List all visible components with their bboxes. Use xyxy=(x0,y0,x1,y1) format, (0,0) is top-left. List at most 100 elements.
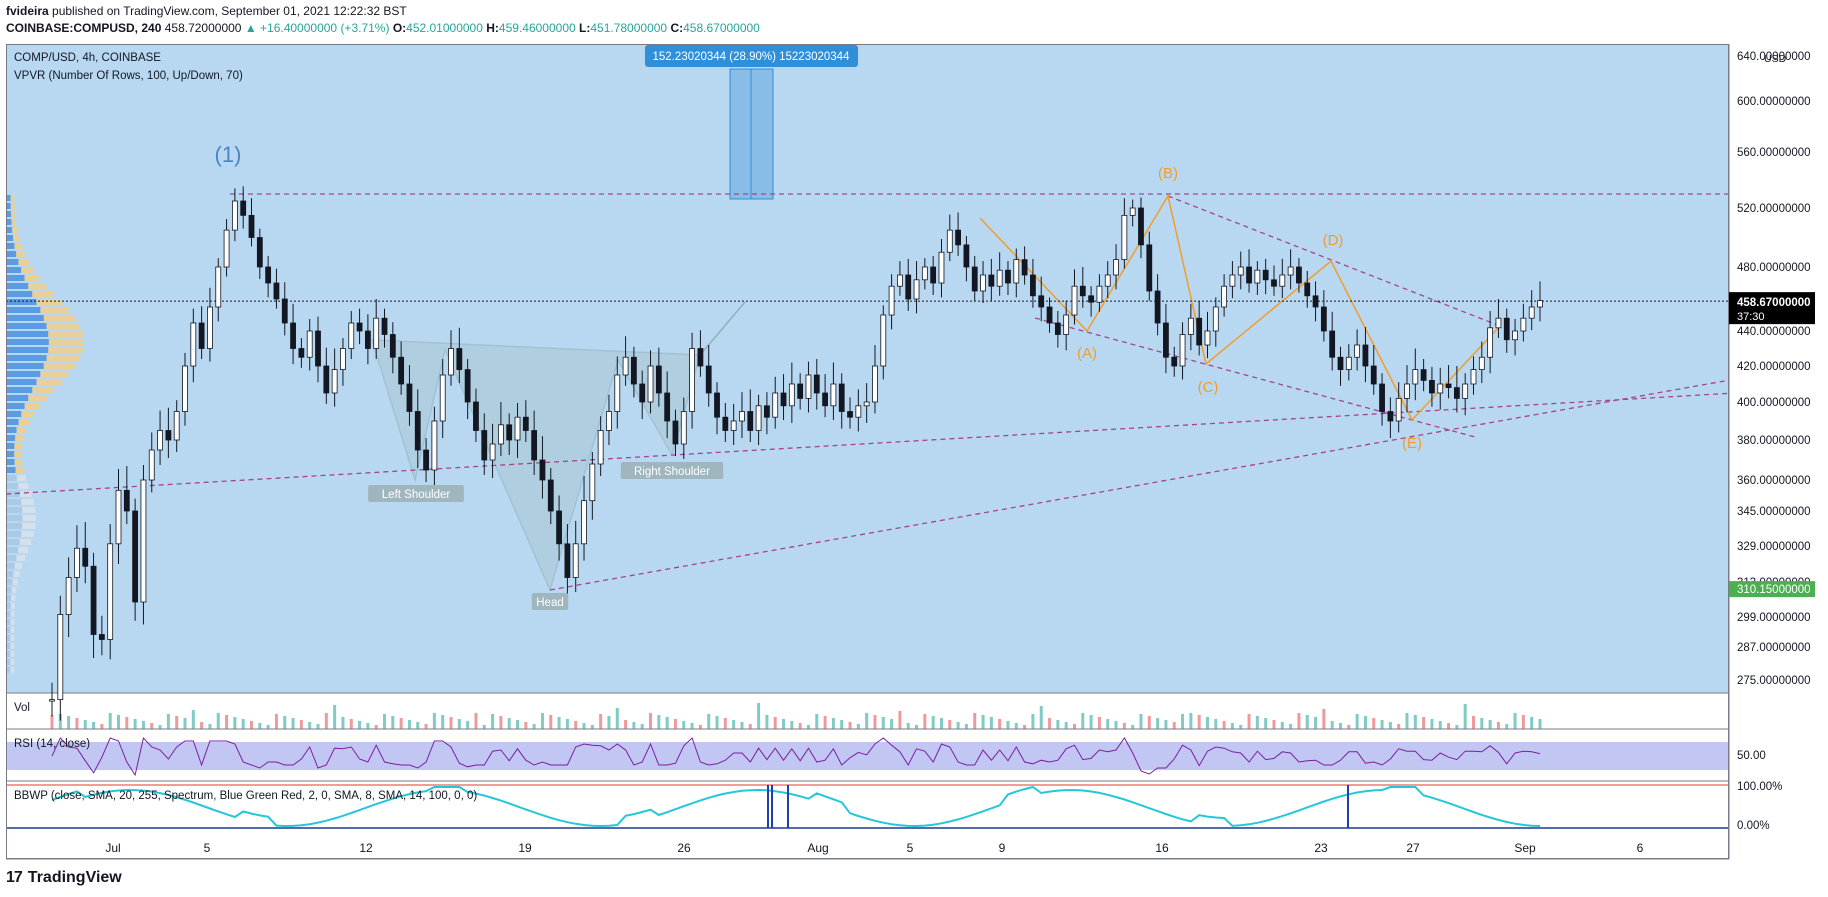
candle-body xyxy=(423,449,429,471)
volume-bar xyxy=(649,713,653,729)
time-axis[interactable]: Jul 5 12 19 26 Aug 5 9 16 23 27 Sep 6 xyxy=(105,841,1643,855)
vpvr-down-bar xyxy=(19,491,32,497)
volume-bar xyxy=(815,714,819,729)
volume-bar xyxy=(92,722,96,729)
bbwp-pane xyxy=(6,780,1729,860)
vpvr-down-bar xyxy=(48,331,83,337)
volume-bar xyxy=(848,722,852,729)
vpvr-up-bar xyxy=(6,331,49,337)
volume-bar xyxy=(1372,718,1376,729)
volume-bar xyxy=(782,719,786,729)
vpvr-down-bar xyxy=(36,299,62,305)
volume-bar xyxy=(873,715,877,729)
vpvr-down-bar xyxy=(11,219,17,225)
volume-bar xyxy=(1380,720,1384,729)
vpvr-up-bar xyxy=(6,595,12,601)
volume-bar xyxy=(798,723,802,729)
vpvr-down-bar xyxy=(18,483,29,489)
candle-body xyxy=(805,374,812,399)
author-name[interactable]: fvideira xyxy=(6,4,49,18)
tradingview-logo[interactable]: 17 TradingView xyxy=(6,869,122,887)
vpvr-down-bar xyxy=(14,443,22,449)
candle-body xyxy=(872,365,878,403)
candle-body xyxy=(830,383,837,407)
candle-body xyxy=(82,547,89,567)
volume-bar xyxy=(1397,724,1401,729)
time-tick-label: Sep xyxy=(1514,841,1536,855)
open-label: O: xyxy=(392,21,407,35)
candle-body xyxy=(722,416,729,431)
volume-bar xyxy=(998,719,1002,729)
vol-legend[interactable]: Vol xyxy=(14,702,30,714)
vpvr-down-bar xyxy=(15,435,23,441)
rsi-legend[interactable]: RSI (14, close) xyxy=(14,738,91,750)
vpvr-down-bar xyxy=(10,603,15,609)
volume-bar xyxy=(349,719,353,729)
vpvr-up-bar xyxy=(6,219,12,225)
candle-body xyxy=(1187,317,1194,335)
volume-bar xyxy=(291,718,295,729)
vpvr-up-bar xyxy=(6,611,11,617)
volume-bar xyxy=(948,720,952,729)
candle-body xyxy=(655,365,662,394)
price-axis[interactable]: 640.00000000 600.00000000 560.00000000 520.… xyxy=(1728,44,1828,859)
candle-body xyxy=(1204,330,1211,346)
vpvr-down-bar xyxy=(40,307,69,313)
low-value: 451.78000000 xyxy=(590,21,668,35)
time-tick-label: 12 xyxy=(359,841,373,855)
candle-body xyxy=(281,298,288,324)
volume-bar xyxy=(898,711,902,729)
candle-body xyxy=(1046,306,1053,324)
candle-body xyxy=(1345,356,1352,371)
volume-bar xyxy=(1455,725,1459,729)
candle-body xyxy=(398,356,405,385)
candle-body xyxy=(888,285,895,316)
pattern-label-bg xyxy=(368,485,464,502)
volume-bar xyxy=(366,723,370,729)
candle-body xyxy=(448,348,454,376)
volume-bar xyxy=(1438,721,1442,729)
volume-bar xyxy=(358,721,362,729)
annotations: (1) (A) (B) (C) (D) (E) Left Shoulder Head Right… xyxy=(215,142,1422,610)
volume-bar xyxy=(175,716,179,729)
volume-bar xyxy=(732,720,736,729)
vpvr-down-bar xyxy=(14,563,23,569)
volume-bar xyxy=(183,718,187,729)
volume-bar xyxy=(973,713,977,729)
vpvr-down-bar xyxy=(16,427,26,433)
wedge-upper-line xyxy=(1167,195,1501,327)
volume-bar xyxy=(1239,725,1243,729)
volume-bar xyxy=(1181,714,1185,729)
volume-bar xyxy=(225,715,229,729)
vpvr-up-bar xyxy=(6,531,22,537)
pair-legend[interactable]: COMP/USD, 4h, COINBASE xyxy=(14,52,161,64)
vpvr-legend[interactable]: VPVR (Number Of Rows, 100, Up/Down, 70) xyxy=(14,70,243,82)
candle-body xyxy=(606,411,612,431)
volume-bar xyxy=(624,720,628,729)
vpvr-up-bar xyxy=(6,395,29,401)
volume-bar xyxy=(690,723,694,729)
candle-body xyxy=(1296,266,1302,284)
bbwp-legend[interactable]: BBWP (close, SMA, 20, 255, Spectrum, Blu… xyxy=(14,790,478,802)
volume-bar xyxy=(1314,717,1318,729)
candle-body xyxy=(905,274,912,300)
volume-bar xyxy=(1081,713,1085,729)
volume-bar xyxy=(432,713,436,729)
vpvr-down-bar xyxy=(28,283,47,289)
close-label: C: xyxy=(670,21,684,35)
candle-body xyxy=(747,411,754,431)
candle-body xyxy=(1312,295,1319,308)
candle-body xyxy=(57,614,64,700)
price-tick-label: 600.00000000 xyxy=(1737,96,1811,108)
wave-label: (C) xyxy=(1198,379,1219,396)
candle-body xyxy=(256,237,263,268)
volume-bar xyxy=(1006,721,1010,729)
volume-bar xyxy=(274,714,278,729)
candle-body xyxy=(1420,369,1427,381)
candle-body xyxy=(1079,285,1086,297)
candle-body xyxy=(373,317,380,349)
candle-body xyxy=(364,330,371,349)
candle-body xyxy=(431,420,438,471)
volume-bar xyxy=(416,722,420,729)
